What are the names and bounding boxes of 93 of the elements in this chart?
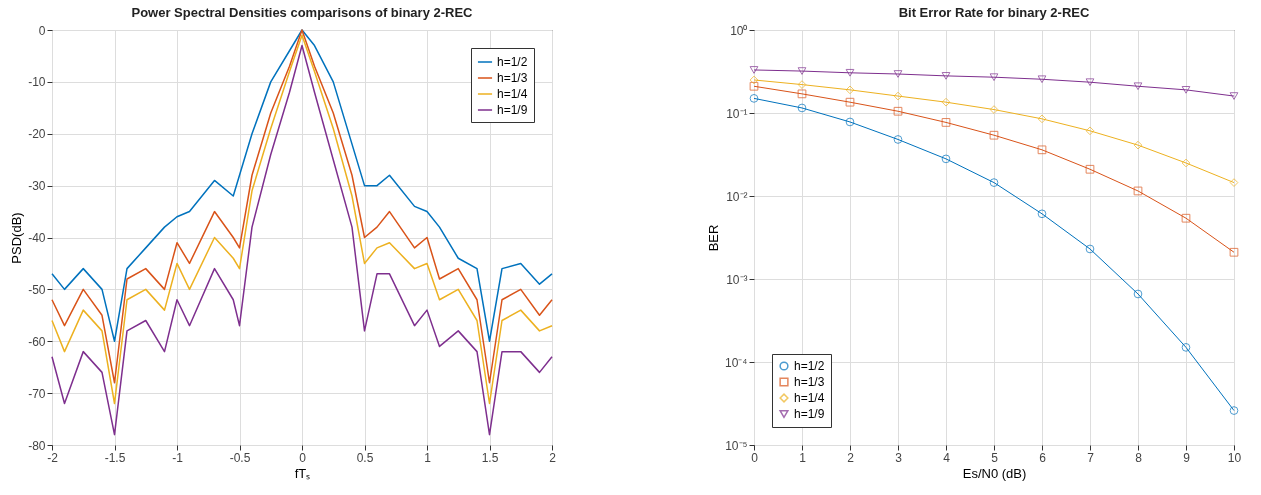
point: [989, 73, 999, 82]
point: [845, 68, 855, 77]
y-tick-label: -50: [28, 282, 46, 297]
point: [1229, 178, 1239, 187]
legend-label: h=1/2: [497, 55, 528, 69]
point: [797, 67, 807, 75]
legend-label: h=1/4: [794, 391, 825, 405]
point: [797, 80, 807, 89]
point: [1181, 343, 1191, 352]
point: [893, 70, 903, 78]
point: [797, 89, 807, 99]
x-tick-label: 0.5: [356, 450, 374, 465]
point: [1037, 209, 1047, 219]
point: [1085, 126, 1095, 136]
x-tick-label: -1.5: [104, 450, 126, 465]
x-tick-label: 7: [1087, 450, 1095, 465]
x-tick-label: 2: [549, 450, 557, 465]
point: [1085, 164, 1095, 174]
y-tick-label: 10⁰: [730, 23, 748, 38]
point: [893, 91, 903, 101]
x-tick-label: 10: [1227, 450, 1242, 465]
x-tick-label: 5: [991, 450, 999, 465]
point: [749, 94, 759, 103]
point: [1133, 186, 1143, 196]
point: [941, 97, 951, 107]
y-tick-label: 10⁻⁵: [725, 438, 748, 453]
point: [989, 178, 999, 187]
point: [989, 130, 999, 140]
y-tick-label: 10⁻¹: [726, 106, 748, 121]
y-axis-title: BER: [706, 224, 721, 252]
x-tick-label: 4: [943, 450, 951, 465]
y-tick-label: 0: [38, 23, 46, 38]
y-tick-label: 10⁻³: [726, 272, 748, 287]
y-tick-label: -20: [28, 127, 46, 142]
y-tick-label: -70: [28, 386, 46, 401]
chart-title: Power Spectral Densities comparisons of binary 2-REC: [131, 5, 474, 20]
y-tick-label: -80: [28, 438, 46, 453]
point: [941, 154, 951, 164]
point: [1181, 158, 1191, 168]
point: [1085, 78, 1095, 87]
point: [1133, 140, 1143, 150]
x-tick-label: 8: [1135, 450, 1143, 465]
x-axis-title: fTₛ: [294, 465, 311, 481]
x-tick-label: 1.5: [481, 450, 499, 465]
x-tick-label: 2: [847, 450, 855, 465]
point: [845, 85, 855, 95]
point: [893, 106, 903, 116]
point: [1037, 114, 1047, 124]
point: [845, 117, 855, 127]
point: [1181, 213, 1191, 223]
point: [749, 75, 759, 85]
point: [893, 135, 903, 144]
legend-label: h=1/4: [497, 87, 528, 101]
point: [941, 72, 951, 80]
x-tick-label: 1: [424, 450, 432, 465]
point: [1133, 82, 1143, 91]
point: [941, 118, 951, 127]
y-tick-label: -30: [28, 179, 46, 194]
y-tick-label: -40: [28, 231, 46, 245]
point: [1085, 244, 1095, 254]
legend-label: h=1/3: [497, 71, 528, 85]
point: [1229, 92, 1239, 100]
point: [1229, 406, 1239, 415]
x-tick-label: 0: [299, 450, 307, 465]
x-tick-label: -2: [47, 450, 59, 465]
legend-label: h=1/9: [497, 103, 528, 117]
point: [1037, 75, 1047, 84]
point: [797, 103, 807, 113]
y-tick-label: -10: [28, 75, 46, 90]
legend-label: h=1/2: [794, 359, 825, 373]
x-tick-label: 3: [895, 450, 903, 465]
x-axis-title: Es/N0 (dB): [962, 465, 1027, 481]
y-tick-label: -60: [28, 334, 46, 349]
point: [1181, 86, 1191, 94]
legend-label: h=1/9: [794, 407, 825, 421]
point: [749, 66, 759, 74]
y-tick-label: 10⁻⁴: [724, 355, 748, 370]
x-tick-label: 0: [751, 450, 759, 465]
chart-title: Bit Error Rate for binary 2-REC: [898, 5, 1090, 20]
point: [1229, 247, 1239, 257]
point: [1133, 289, 1143, 299]
point: [989, 105, 999, 114]
x-tick-label: 9: [1183, 450, 1191, 465]
x-tick-label: 1: [799, 450, 807, 465]
x-tick-label: -1: [172, 450, 184, 465]
y-axis-title: PSD(dB): [9, 212, 25, 264]
x-tick-label: -0.5: [229, 450, 251, 465]
point: [1037, 145, 1047, 155]
point: [749, 81, 759, 91]
point: [845, 97, 855, 107]
x-tick-label: 6: [1039, 450, 1047, 465]
y-tick-label: 10⁻²: [726, 189, 748, 204]
legend-label: h=1/3: [794, 375, 825, 389]
